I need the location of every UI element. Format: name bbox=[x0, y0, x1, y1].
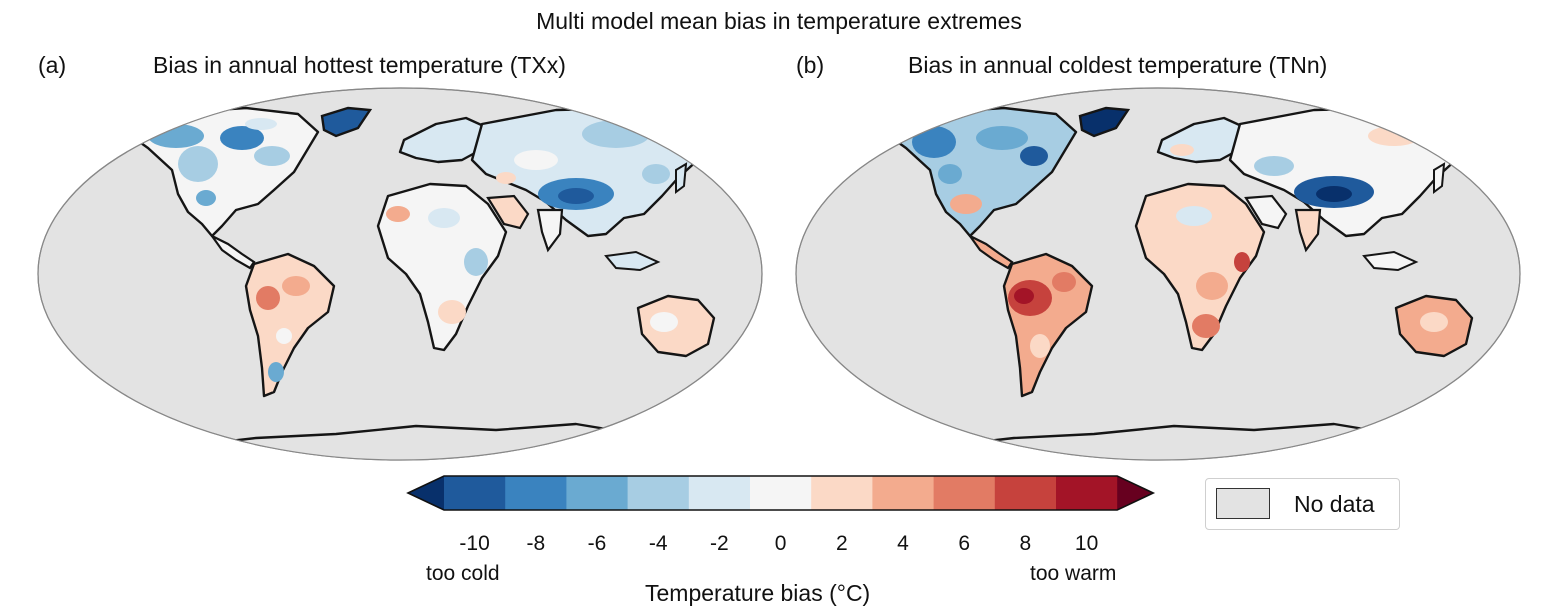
colorbar-tick-label: -8 bbox=[526, 532, 546, 555]
new-zealand bbox=[1482, 350, 1500, 378]
central-america bbox=[969, 235, 1014, 270]
panel-a-title: Bias in annual hottest temperature (TXx) bbox=[153, 52, 566, 78]
no-data-label: No data bbox=[1294, 491, 1375, 517]
colorbar-tick-label: -4 bbox=[648, 532, 668, 555]
colorbar-axis-label: Temperature bias (°C) bbox=[645, 580, 871, 606]
colorbar-bin bbox=[1056, 476, 1118, 510]
japan bbox=[675, 162, 688, 194]
colorbar-high-label: too warm bbox=[1030, 562, 1117, 585]
southeast-asia bbox=[604, 250, 661, 272]
colorbar-extend-low bbox=[408, 476, 444, 510]
colorbar-tick-label: 8 bbox=[1019, 532, 1032, 555]
main-title: Multi model mean bias in temperature ext… bbox=[536, 8, 1022, 34]
no-data-legend: No data bbox=[1205, 478, 1400, 530]
map-panel-b bbox=[795, 87, 1521, 461]
colorbar-bin bbox=[505, 476, 567, 510]
colorbar-bin bbox=[566, 476, 629, 510]
arabia bbox=[1244, 194, 1288, 230]
japan bbox=[1433, 162, 1446, 194]
southeast-asia bbox=[1362, 250, 1419, 272]
land-group bbox=[130, 106, 742, 460]
colorbar-tick-label: -6 bbox=[587, 532, 607, 555]
colorbar-bin bbox=[811, 476, 873, 510]
colorbar-tick-label: 10 bbox=[1074, 532, 1099, 555]
arabia bbox=[486, 194, 530, 230]
colorbar-bin bbox=[627, 476, 690, 510]
colorbar-tick-label: 0 bbox=[774, 532, 787, 555]
india bbox=[536, 208, 564, 253]
colorbar-tick-label: 4 bbox=[897, 532, 909, 555]
colorbar-outline bbox=[406, 475, 1156, 511]
colorbar-tick-label: -10 bbox=[459, 532, 490, 555]
colorbar-low-label: too cold bbox=[426, 562, 500, 585]
greenland bbox=[1078, 106, 1131, 138]
india bbox=[1294, 208, 1322, 253]
colorbar-bin bbox=[994, 476, 1057, 510]
panel-b-title: Bias in annual coldest temperature (TNn) bbox=[908, 52, 1328, 78]
new-zealand bbox=[724, 350, 742, 378]
greenland bbox=[320, 106, 373, 138]
colorbar-bin bbox=[444, 476, 506, 510]
colorbar-tick-label: -2 bbox=[710, 532, 729, 555]
panel-a-letter: (a) bbox=[38, 52, 67, 78]
no-data-swatch bbox=[1216, 488, 1270, 519]
colorbar-tick-label: 6 bbox=[958, 532, 971, 555]
colorbar-bin bbox=[688, 476, 751, 510]
africa bbox=[376, 182, 508, 352]
colorbar-bin bbox=[750, 476, 812, 510]
colorbar-bin bbox=[933, 476, 996, 510]
panel-b-letter: (b) bbox=[796, 52, 825, 78]
central-america bbox=[211, 235, 256, 270]
map-panel-a bbox=[37, 87, 763, 461]
colorbar bbox=[406, 475, 1156, 511]
colorbar-tick-label: 2 bbox=[835, 532, 848, 555]
colorbar-extend-high bbox=[1117, 476, 1154, 510]
colorbar-bin bbox=[872, 476, 935, 510]
